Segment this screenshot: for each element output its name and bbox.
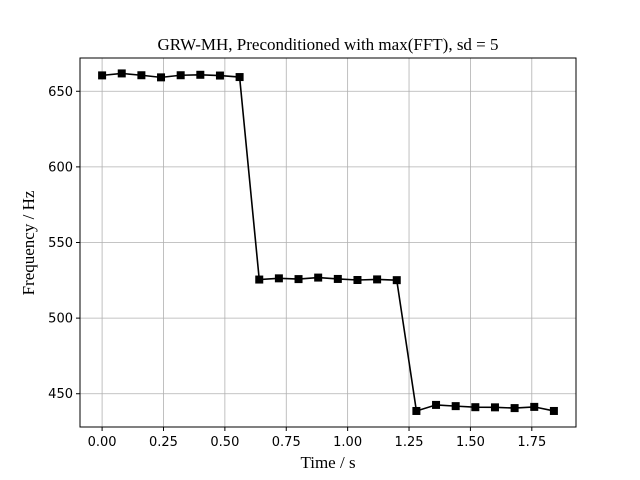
data-point-marker [373, 275, 382, 284]
data-point-marker [490, 403, 499, 412]
data-point-marker [235, 73, 244, 82]
data-point-marker [215, 71, 224, 80]
data-point-marker [451, 402, 460, 411]
data-point-marker [353, 276, 362, 285]
y-axis-label: Frequency / Hz [19, 190, 38, 295]
x-tick-label: 0.25 [149, 435, 178, 450]
data-point-marker [432, 400, 441, 409]
data-point-marker [255, 275, 264, 284]
y-tick-label: 650 [48, 85, 73, 100]
data-point-marker [510, 404, 519, 413]
y-axis-ticks: 450 500 550 600 650 [48, 85, 80, 402]
data-point-marker [412, 406, 421, 415]
data-point-marker [196, 70, 205, 79]
x-tick-label: 1.50 [456, 435, 485, 450]
y-tick-label: 450 [48, 387, 73, 402]
data-point-marker [157, 73, 166, 82]
data-point-marker [98, 71, 107, 80]
x-tick-label: 1.25 [395, 435, 424, 450]
grid [80, 58, 576, 427]
data-point-marker [137, 71, 146, 80]
data-point-marker [392, 276, 401, 285]
data-point-marker [294, 275, 303, 284]
x-axis-ticks: 0.00 0.25 0.50 0.75 1.00 1.25 1.50 1.75 [88, 427, 546, 450]
data-point-marker [530, 402, 539, 411]
y-tick-label: 600 [48, 160, 73, 175]
data-point-marker [176, 71, 185, 80]
x-tick-label: 1.75 [517, 435, 546, 450]
x-tick-label: 0.50 [210, 435, 239, 450]
x-axis-label: Time / s [300, 453, 355, 472]
x-tick-label: 0.00 [88, 435, 117, 450]
y-tick-label: 500 [48, 312, 73, 327]
series-marker-layer [98, 69, 558, 415]
data-point-marker [333, 274, 342, 283]
x-tick-label: 1.00 [333, 435, 362, 450]
y-tick-label: 550 [48, 236, 73, 251]
data-point-marker [274, 274, 283, 283]
data-point-marker [549, 406, 558, 415]
data-point-marker [314, 273, 323, 282]
data-point-marker [471, 403, 480, 412]
chart-title: GRW-MH, Preconditioned with max(FFT), sd… [157, 35, 498, 54]
x-tick-label: 0.75 [272, 435, 301, 450]
data-point-marker [117, 69, 126, 78]
